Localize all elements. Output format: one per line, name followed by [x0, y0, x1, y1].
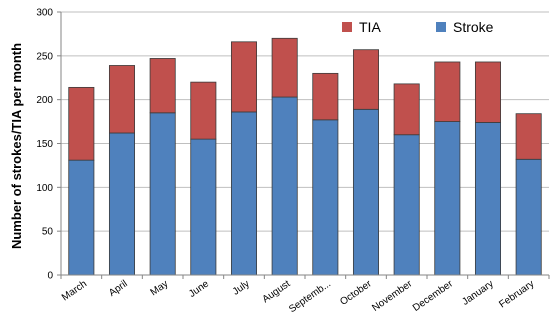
bar-tia-7: [312, 72, 339, 121]
x-tick-label: August: [261, 278, 293, 305]
bar-tia-12: [515, 113, 542, 160]
bar-stroke-6: [271, 96, 298, 276]
bar-stroke-4: [190, 138, 217, 276]
y-tick-label: 50: [42, 227, 54, 238]
bar-stroke-7: [312, 119, 339, 276]
legend: TIA Stroke: [342, 19, 494, 35]
bars: [68, 37, 542, 276]
bar-stroke-3: [149, 112, 176, 276]
y-tick-label: 0: [47, 271, 53, 282]
axes: [57, 11, 550, 279]
y-tick-label: 300: [36, 8, 53, 19]
bar-stroke-10: [434, 121, 461, 276]
y-tick-label: 250: [36, 51, 53, 62]
bar-stroke-2: [108, 132, 135, 276]
legend-swatch-stroke: [436, 22, 446, 32]
legend-label-tia: TIA: [359, 19, 381, 35]
bar-tia-8: [352, 49, 380, 110]
bar-tia-4: [190, 81, 217, 140]
bar-tia-5: [230, 41, 257, 113]
bar-tia-11: [474, 61, 502, 123]
x-tick-label: November: [370, 278, 415, 314]
bar-stroke-8: [352, 108, 380, 276]
x-tick-label: January: [460, 278, 495, 307]
bar-tia-1: [68, 86, 95, 161]
x-tick-label: March: [60, 278, 89, 303]
x-tick-label: May: [149, 278, 171, 298]
x-tick-label: June: [187, 278, 211, 300]
y-tick-label: 100: [36, 183, 53, 194]
bar-tia-2: [108, 65, 135, 134]
bar-stroke-5: [230, 111, 257, 276]
gridlines: [61, 11, 549, 232]
bar-stroke-11: [474, 122, 502, 276]
y-axis-title: Number of strokes/TIA per month: [9, 43, 24, 249]
x-tick-label: April: [107, 278, 130, 298]
bar-tia-9: [393, 83, 420, 136]
y-tick-label: 200: [36, 95, 53, 106]
legend-label-stroke: Stroke: [453, 19, 494, 35]
y-tick-label: 150: [36, 139, 53, 150]
x-tick-label: December: [411, 278, 456, 314]
y-tick-labels: 0 50 100 150 200 250 300: [36, 8, 53, 282]
bar-tia-10: [434, 61, 461, 122]
x-tick-label: February: [497, 278, 536, 310]
legend-swatch-tia: [342, 22, 352, 32]
bar-stroke-9: [393, 134, 420, 276]
bar-tia-6: [271, 37, 298, 98]
bar-stroke-12: [515, 158, 542, 276]
x-tick-label: July: [231, 278, 252, 297]
bar-tia-3: [149, 58, 176, 114]
bar-stroke-1: [68, 159, 95, 276]
x-tick-label: Septemb...: [287, 278, 333, 315]
x-tick-label: October: [338, 278, 374, 308]
